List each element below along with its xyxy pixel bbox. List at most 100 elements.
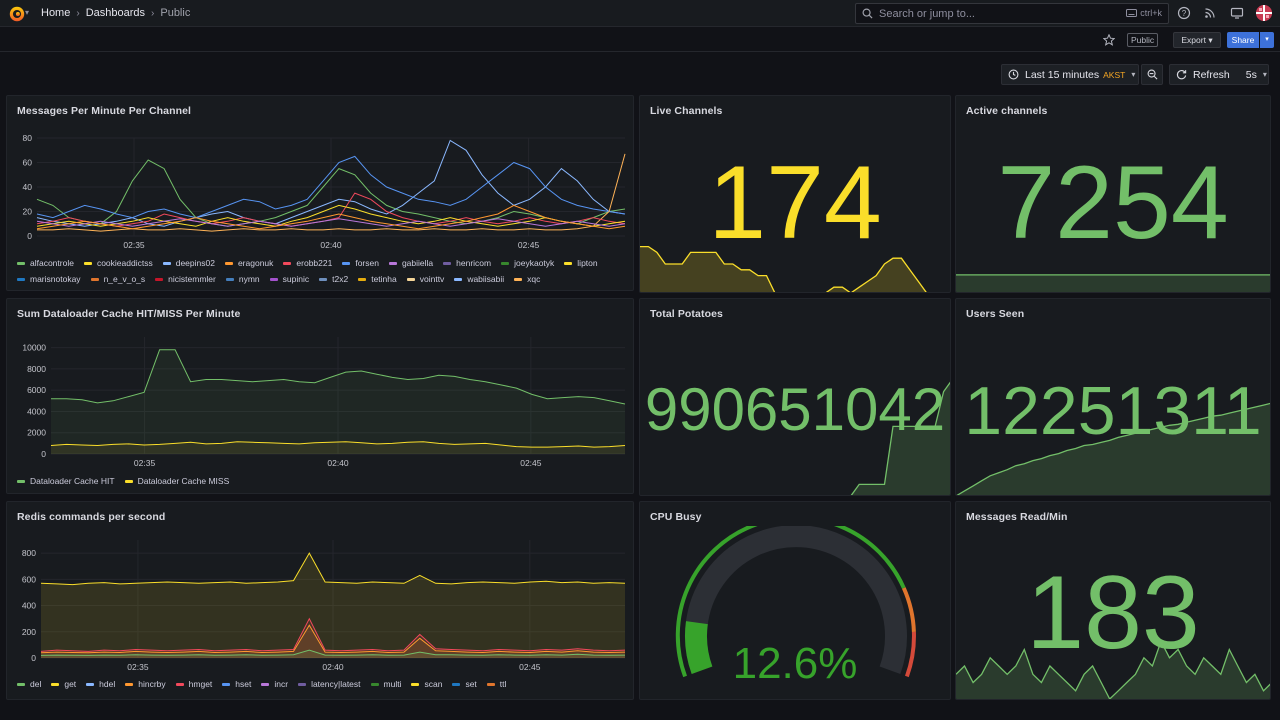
legend-item[interactable]: del bbox=[17, 679, 41, 689]
legend-item[interactable]: joeykaotyk bbox=[501, 258, 554, 268]
cpu-busy-gauge bbox=[675, 526, 916, 678]
help-icon[interactable]: ? bbox=[1177, 6, 1191, 20]
search-icon bbox=[862, 8, 873, 19]
legend-swatch bbox=[17, 479, 25, 483]
legend-item[interactable]: marisnotokay bbox=[17, 274, 81, 284]
legend-label: Dataloader Cache HIT bbox=[30, 476, 115, 486]
kiosk-monitor-icon[interactable] bbox=[1230, 6, 1244, 20]
legend-swatch bbox=[124, 479, 133, 483]
legend-item[interactable]: incr bbox=[261, 679, 288, 689]
legend-item[interactable]: forsen bbox=[342, 258, 379, 268]
panel-title[interactable]: Total Potatoes bbox=[650, 308, 723, 320]
panel-title[interactable]: Active channels bbox=[966, 105, 1048, 117]
share-button[interactable]: Share bbox=[1227, 32, 1259, 48]
refresh-interval[interactable]: 5s bbox=[1245, 68, 1257, 81]
legend-swatch bbox=[564, 261, 573, 265]
legend-item[interactable]: alfacontrole bbox=[17, 258, 74, 268]
series-line-gabiiella[interactable] bbox=[36, 218, 626, 227]
series-line-get[interactable] bbox=[40, 552, 626, 586]
legend-item[interactable]: hdel bbox=[86, 679, 115, 689]
legend-swatch bbox=[17, 682, 25, 686]
series-line-del[interactable] bbox=[40, 649, 626, 656]
legend-label: alfacontrole bbox=[30, 258, 74, 268]
legend-item[interactable]: latency|latest bbox=[298, 679, 361, 689]
legend-item[interactable]: gabiiella bbox=[388, 258, 433, 268]
panel-title[interactable]: CPU Busy bbox=[650, 511, 702, 523]
series-line-alfacontrole[interactable] bbox=[36, 159, 626, 227]
series-line-eragonuk[interactable] bbox=[36, 204, 626, 230]
panel-live-channels: Live Channels 174 bbox=[639, 95, 951, 293]
panel-title[interactable]: Sum Dataloader Cache HIT/MISS Per Minute bbox=[17, 308, 241, 320]
chevron-down-icon[interactable]: ▾ bbox=[25, 8, 30, 17]
legend-item[interactable]: multi bbox=[370, 679, 401, 689]
cache-area-chart[interactable]: 0 2000 4000 6000 8000 10000 02:35 02:40 02:45 bbox=[7, 329, 634, 479]
series-line-erobb221[interactable] bbox=[36, 192, 626, 227]
gauge-track bbox=[685, 526, 907, 674]
y-tick-label: 6000 bbox=[27, 385, 46, 395]
legend-item[interactable]: cookieaddictss bbox=[83, 258, 153, 268]
legend-item[interactable]: hmget bbox=[175, 679, 212, 689]
series-line-hmget[interactable] bbox=[40, 617, 626, 652]
legend-swatch bbox=[90, 277, 99, 281]
y-tick-label: 4000 bbox=[27, 406, 46, 416]
messages-read-sparkline bbox=[956, 639, 1270, 699]
legend-item[interactable]: Dataloader Cache HIT bbox=[17, 476, 115, 486]
series-line-cookieaddictss[interactable] bbox=[36, 204, 626, 227]
legend-swatch bbox=[283, 261, 292, 265]
grafana-logo-icon[interactable] bbox=[8, 5, 26, 23]
legend-item[interactable]: xqc bbox=[514, 274, 540, 284]
legend-item[interactable]: get bbox=[51, 679, 76, 689]
total-potatoes-sparkline bbox=[850, 381, 950, 495]
user-avatar[interactable] bbox=[1256, 5, 1272, 21]
legend-item[interactable]: hset bbox=[222, 679, 251, 689]
panel-title[interactable]: Messages Per Minute Per Channel bbox=[17, 105, 192, 117]
legend-item[interactable]: wabiisabii bbox=[454, 274, 504, 284]
legend-item[interactable]: ttl bbox=[486, 679, 506, 689]
legend-item[interactable]: t2x2 bbox=[319, 274, 348, 284]
redis-area-chart[interactable]: 0 200 400 600 800 02:35 02:40 02:45 bbox=[7, 532, 634, 682]
legend-label: hincrby bbox=[138, 679, 166, 689]
legend-item[interactable]: nymn bbox=[225, 274, 260, 284]
legend-item[interactable]: erobb221 bbox=[283, 258, 332, 268]
zoom-out-button[interactable] bbox=[1141, 64, 1163, 85]
series-line-Dataloader-Cache-HIT[interactable] bbox=[51, 349, 626, 405]
panel-title[interactable]: Users Seen bbox=[966, 308, 1025, 320]
panel-dataloader-cache: Sum Dataloader Cache HIT/MISS Per Minute… bbox=[6, 298, 634, 494]
breadcrumb-home[interactable]: Home bbox=[41, 7, 71, 19]
series-line-hincrby[interactable] bbox=[40, 624, 626, 654]
legend-label: joeykaotyk bbox=[514, 258, 555, 268]
news-rss-icon[interactable] bbox=[1203, 6, 1217, 20]
legend-item[interactable]: eragonuk bbox=[224, 258, 273, 268]
star-icon[interactable] bbox=[1103, 34, 1115, 46]
panel-title[interactable]: Redis commands per second bbox=[17, 511, 166, 523]
export-button[interactable]: Export ▾ bbox=[1173, 32, 1221, 48]
legend-item[interactable]: Dataloader Cache MISS bbox=[124, 476, 229, 486]
share-options-chevron-down-icon[interactable]: ▾ bbox=[1260, 32, 1274, 48]
series-line-xqc[interactable] bbox=[37, 153, 626, 232]
refresh-button[interactable]: Refresh 5s ▾ bbox=[1169, 64, 1269, 85]
breadcrumb-dashboards[interactable]: Dashboards bbox=[85, 7, 146, 19]
legend-swatch bbox=[514, 277, 523, 281]
series-line-forsen[interactable] bbox=[36, 155, 626, 219]
legend-item[interactable]: scan bbox=[411, 679, 442, 689]
series-line-Dataloader-Cache-MISS[interactable] bbox=[50, 441, 626, 448]
series-line-deepins02[interactable] bbox=[36, 139, 626, 227]
panel-title[interactable]: Messages Read/Min bbox=[966, 511, 1068, 523]
messages-line-chart[interactable]: 0 20 40 60 80 02:35 02:40 02:45 bbox=[7, 126, 634, 286]
legend-item[interactable]: set bbox=[452, 679, 477, 689]
legend-item[interactable]: henricom bbox=[443, 258, 491, 268]
panel-title[interactable]: Live Channels bbox=[650, 105, 723, 117]
legend-item[interactable]: tetinha bbox=[358, 274, 397, 284]
legend-item[interactable]: nicistemmler bbox=[155, 274, 216, 284]
legend-label: del bbox=[30, 679, 42, 689]
legend-item[interactable]: n_e_v_o_s bbox=[90, 274, 145, 284]
search-input[interactable]: Search or jump to... ctrl+k bbox=[855, 3, 1169, 24]
legend-swatch bbox=[155, 277, 164, 281]
legend-item[interactable]: vointtv bbox=[406, 274, 444, 284]
legend-item[interactable]: deepins02 bbox=[162, 258, 215, 268]
time-range-picker[interactable]: Last 15 minutes AKST ▾ bbox=[1001, 64, 1139, 85]
breadcrumb-current: Public bbox=[160, 7, 191, 19]
legend-item[interactable]: lipton bbox=[564, 258, 598, 268]
legend-item[interactable]: supinic bbox=[269, 274, 309, 284]
legend-item[interactable]: hincrby bbox=[125, 679, 166, 689]
